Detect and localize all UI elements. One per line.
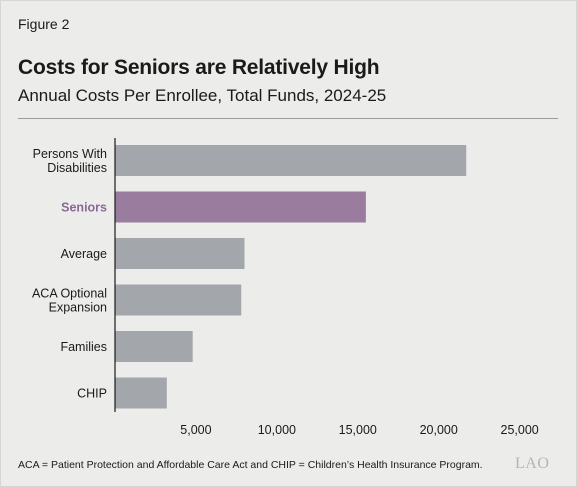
- footnote: ACA = Patient Protection and Affordable …: [18, 459, 483, 471]
- x-tick-label: 5,000: [180, 423, 211, 437]
- title-divider: [18, 118, 558, 119]
- chart-subtitle: Annual Costs Per Enrollee, Total Funds, …: [18, 86, 387, 105]
- bar-seniors: [115, 191, 366, 223]
- category-label: Seniors: [61, 201, 107, 215]
- x-tick-label: 15,000: [339, 423, 377, 437]
- category-label: Expansion: [49, 301, 107, 315]
- category-label: CHIP: [77, 387, 107, 401]
- category-label: Disabilities: [47, 161, 107, 175]
- bar-aca-optional-expansion: [115, 284, 242, 316]
- lao-logo: LAO: [515, 455, 550, 472]
- bar-chip: [115, 377, 167, 409]
- bar-average: [115, 238, 245, 269]
- figure-label: Figure 2: [18, 16, 70, 32]
- category-label: ACA Optional: [32, 287, 107, 301]
- category-label: Average: [61, 247, 107, 261]
- x-tick-label: 25,000: [501, 423, 539, 437]
- x-tick-label: 20,000: [420, 423, 458, 437]
- x-tick-label: 10,000: [258, 423, 296, 437]
- bar-persons-with-disabilities: [115, 145, 467, 176]
- chart-title: Costs for Seniors are Relatively High: [18, 56, 380, 79]
- bar-families: [115, 331, 193, 362]
- category-label: Families: [60, 340, 107, 354]
- category-label: Persons With: [33, 147, 107, 161]
